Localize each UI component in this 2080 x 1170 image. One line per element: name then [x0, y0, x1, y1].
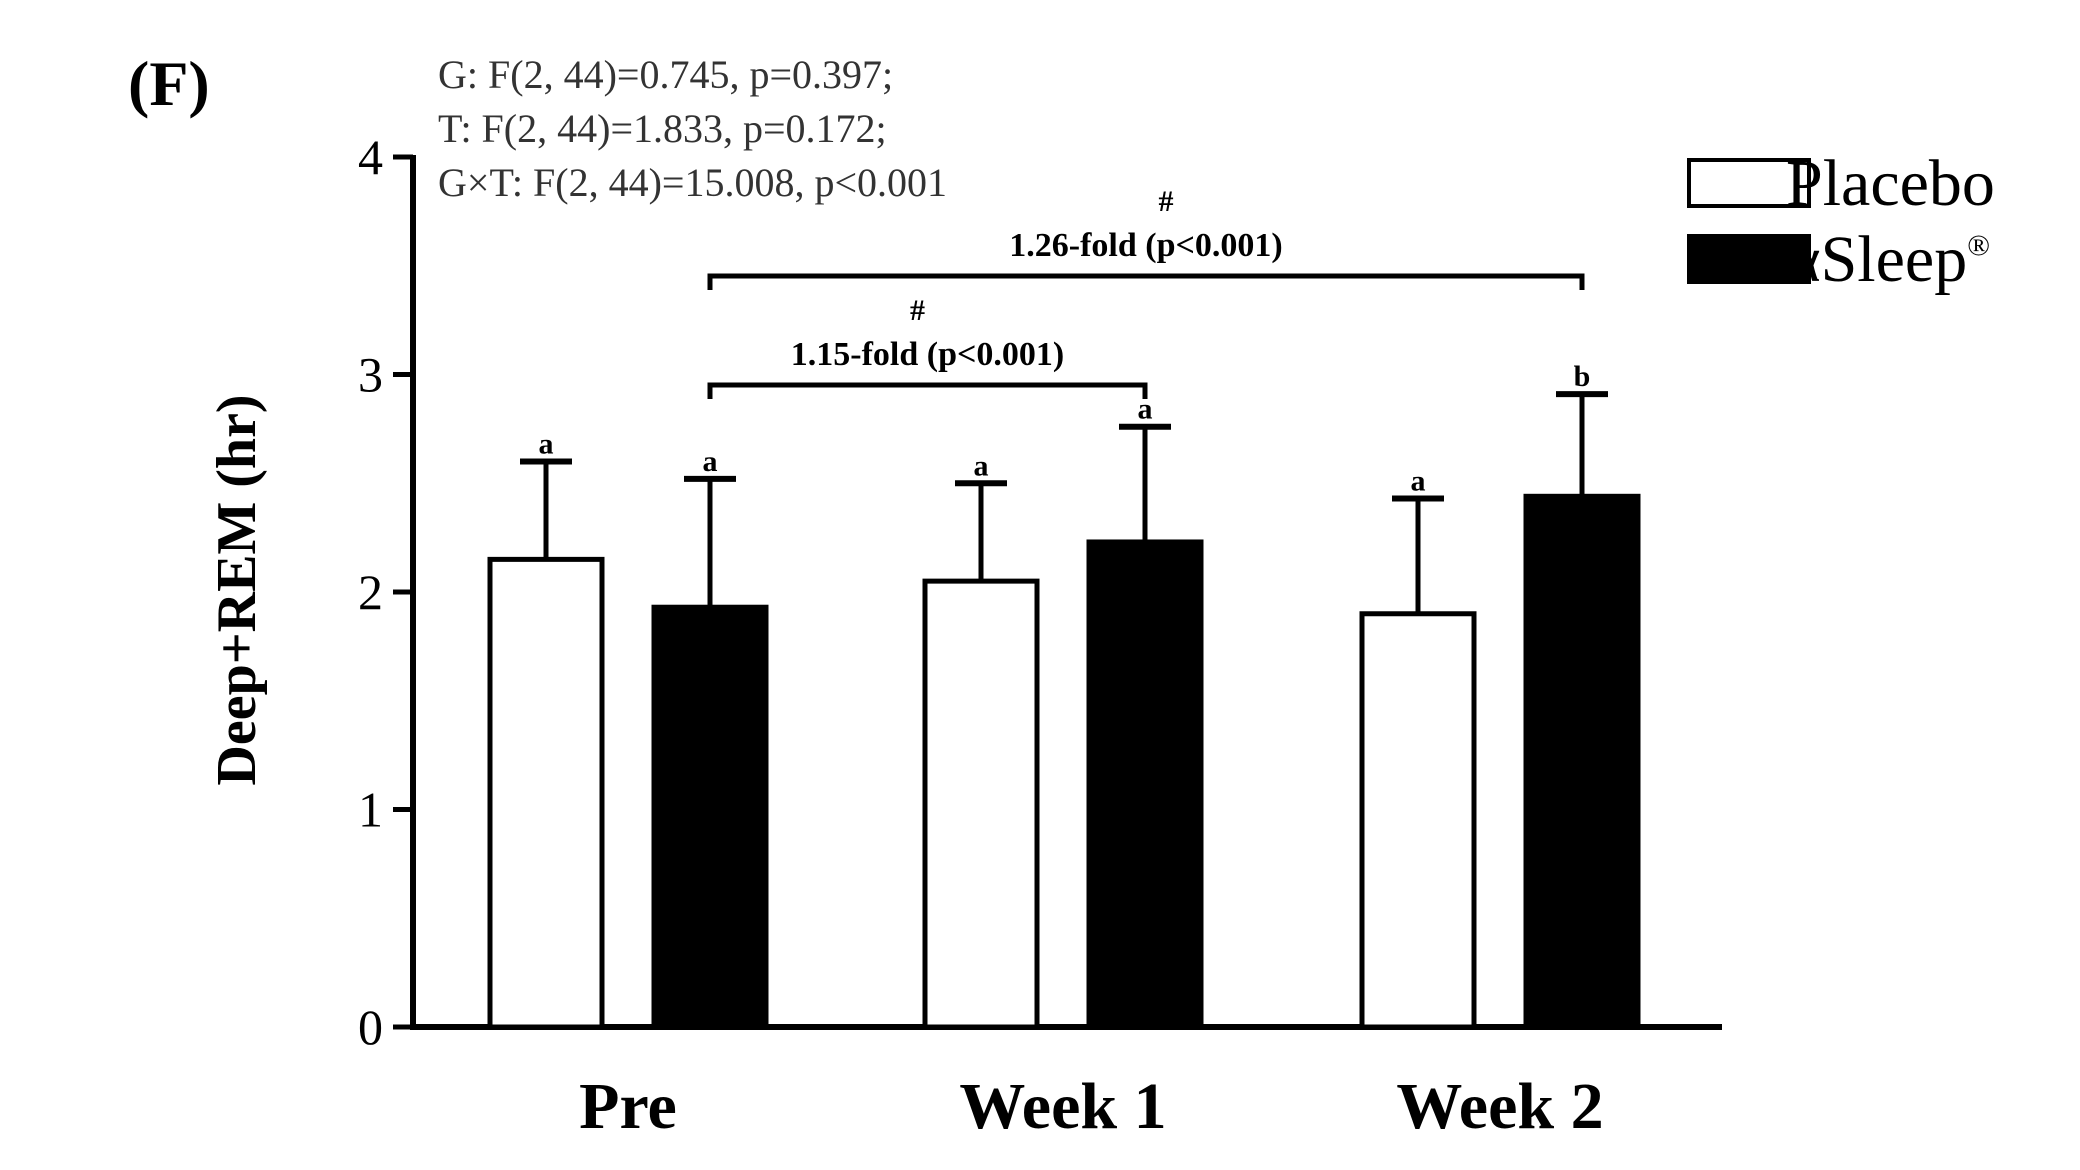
bracket-marker-2: #: [1159, 185, 1174, 218]
y-axis-title: Deep+REM (hr): [206, 394, 268, 785]
legend-label-asleep: αSleep®: [1786, 223, 1990, 296]
x-category-label-week-2: Week 2: [1396, 1070, 1603, 1143]
legend-label-placebo: Placebo: [1786, 147, 1995, 220]
legend: Placebo αSleep®: [1687, 147, 1995, 296]
bracket-2: [707, 273, 1585, 290]
sig-letter-week-1-sleep: a: [1138, 393, 1153, 426]
bracket-1: [707, 382, 1148, 399]
legend-swatch-asleep: [1687, 234, 1811, 284]
bracket-label-1: 1.15-fold (p<0.001): [791, 336, 1064, 373]
sig-letter-week-1-placebo: a: [974, 449, 989, 482]
legend-label-asleep-text: αSleep: [1786, 223, 1967, 296]
y-tick-label-0: 0: [358, 999, 383, 1055]
y-tick-label-1: 1: [358, 782, 383, 838]
sig-letter-week-2-placebo: a: [1411, 464, 1426, 497]
stat-line-time: T: F(2, 44)=1.833, p=0.172;: [438, 106, 887, 151]
legend-swatch-placebo: [1687, 158, 1811, 208]
x-category-label-week-1: Week 1: [959, 1070, 1166, 1143]
stat-line-group: G: F(2, 44)=0.745, p=0.397;: [438, 52, 893, 97]
bar-pre-placebo: [487, 556, 605, 1030]
x-category-label-pre: Pre: [579, 1070, 677, 1143]
sig-letter-week-2-sleep: b: [1574, 360, 1591, 393]
bar-week-1-sleep: [1086, 539, 1204, 1030]
bar-week-1-placebo: [922, 578, 1040, 1030]
y-tick-label-3: 3: [358, 347, 383, 403]
bar-pre-sleep: [651, 604, 769, 1030]
plot-area: 0 1 2 3 4 a a a a a b Pre Week 1 Week 2 1.15-fold (p<0…: [358, 129, 1722, 1143]
legend-label-asleep-superscript: ®: [1967, 229, 1990, 262]
bar-week-2-placebo: [1359, 611, 1477, 1030]
y-tick-label-4: 4: [358, 129, 383, 185]
sig-letter-pre-sleep: a: [703, 445, 718, 478]
bar-week-2-sleep: [1523, 493, 1641, 1030]
bracket-label-2: 1.26-fold (p<0.001): [1009, 227, 1282, 264]
y-tick-label-2: 2: [358, 564, 383, 620]
panel-label: (F): [128, 48, 210, 119]
sig-letter-pre-placebo: a: [539, 428, 554, 461]
stat-line-interaction: G×T: F(2, 44)=15.008, p<0.001: [438, 160, 947, 205]
bracket-marker-1: #: [910, 294, 925, 327]
